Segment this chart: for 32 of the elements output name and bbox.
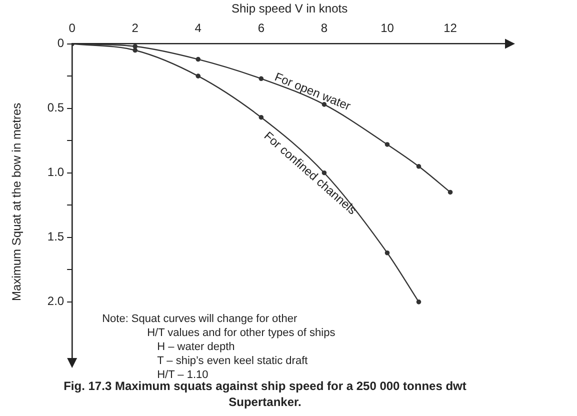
text: For open water [272, 70, 353, 114]
y-tick-label: 1.0 [47, 165, 64, 180]
point [322, 170, 327, 176]
point [196, 56, 201, 62]
x-tick-label: 12 [444, 20, 458, 35]
y-tick-label: 2.0 [47, 294, 64, 308]
x-tick-label: 6 [258, 20, 265, 35]
point [416, 164, 422, 169]
y-tick-label: 1.5 [47, 230, 64, 244]
point [448, 190, 453, 195]
y-axis-title: Maximum Squat at the bow in metres [10, 102, 24, 301]
annotation: Note: Squat curves will change for other H/T values and for other types of ships [102, 312, 336, 339]
x-tick-label: 4 [194, 20, 202, 35]
point [196, 74, 201, 78]
point [258, 114, 264, 120]
point [132, 44, 138, 49]
text: H/T – 1.10 [157, 368, 208, 381]
point [384, 250, 390, 256]
annotation: H – water depth [157, 340, 235, 353]
x-axis-title: Ship speed V in knots [232, 2, 348, 16]
x-tick-label: 10 [380, 20, 394, 35]
y-tick-label: 0.5 [47, 100, 64, 115]
point [258, 76, 264, 82]
x-tick-label: 8 [320, 20, 328, 35]
annotation: T – ship’s even keel static draft [157, 354, 308, 367]
text: Fig. 17.3 Maximum squats against ship speed for a 250 000 tonnes dwt Supertanker. [62, 378, 468, 410]
y-tick-label: 0 [57, 36, 64, 50]
x-tick-label: 2 [132, 20, 139, 35]
point [132, 48, 138, 53]
point [384, 142, 390, 147]
x-tick-label: 0 [68, 20, 76, 35]
point [416, 300, 422, 304]
